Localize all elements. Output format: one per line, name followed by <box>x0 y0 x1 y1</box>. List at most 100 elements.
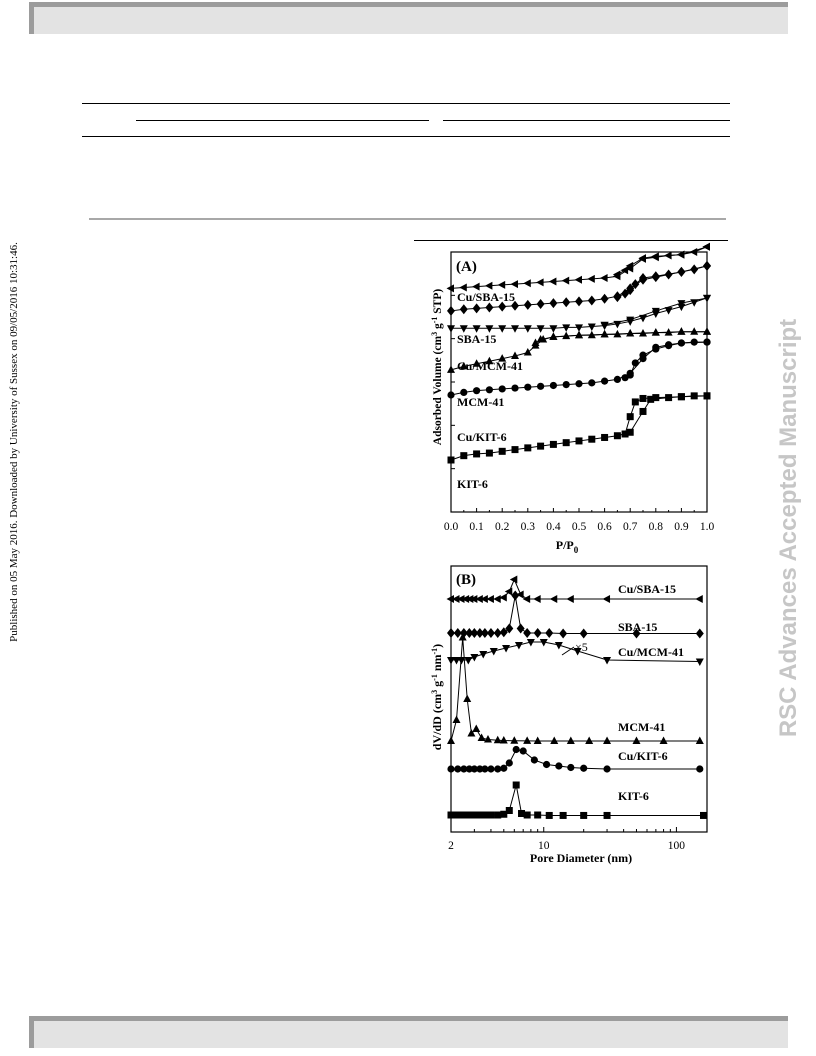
chart-a-x-tick-label: 0.7 <box>623 521 638 533</box>
chart-a-point-cu-mcm-41 <box>485 325 494 333</box>
chart-b-point-cu-sba-15 <box>549 595 558 603</box>
chart-b-point-cu-mcm-41 <box>464 657 473 665</box>
chart-b-annotation-leader <box>561 646 575 656</box>
chart-a-point-kit-6 <box>537 442 545 450</box>
chart-a-point-cu-sba-15 <box>510 280 518 289</box>
chart-a-x-tick-label: 0.3 <box>521 521 536 533</box>
chart-b-series-mcm-41 <box>447 633 704 744</box>
chart-b-series-cu-sba-15 <box>446 575 703 603</box>
chart-a-point-sba-15 <box>511 300 519 311</box>
chart-a-point-cu-kit-6 <box>621 374 629 382</box>
chart-b-point-cu-kit-6 <box>454 765 462 773</box>
chart-a-point-cu-sba-15 <box>676 250 685 259</box>
chart-b-point-mcm-41 <box>472 724 481 732</box>
chart-b-point-sba-15 <box>579 628 588 639</box>
chart-b-point-cu-kit-6 <box>500 764 508 772</box>
chart-a-point-kit-6 <box>631 398 639 406</box>
chart-b-point-mcm-41 <box>483 735 492 743</box>
chart-b-point-cu-kit-6 <box>447 765 455 773</box>
chart-a-series-cu-kit-6 <box>447 338 711 399</box>
chart-b-point-sba-15 <box>453 628 462 638</box>
chart-b-point-mcm-41 <box>632 736 641 744</box>
chart-a-point-kit-6 <box>652 394 660 402</box>
chart-b-panel-label: (B) <box>456 572 476 588</box>
chart-a-point-cu-sba-15 <box>523 279 531 288</box>
chart-b-point-cu-sba-15 <box>480 595 488 603</box>
chart-a-point-cu-mcm-41 <box>587 323 596 332</box>
chart-a-point-mcm-41 <box>498 354 507 362</box>
chart-a-point-cu-kit-6 <box>613 375 622 383</box>
chart-a-point-cu-mcm-41 <box>664 307 673 315</box>
chart-a-point-kit-6 <box>703 392 711 400</box>
chart-b-point-cu-kit-6 <box>505 759 513 767</box>
chart-a-point-kit-6 <box>511 446 519 454</box>
chart-a-point-cu-mcm-41 <box>459 325 468 333</box>
chart-b-point-sba-15 <box>465 628 474 638</box>
chart-a-x-tick-label: 0.0 <box>444 521 459 533</box>
chart-b-point-cu-mcm-41 <box>479 651 488 659</box>
chart-b-point-cu-kit-6 <box>470 765 478 773</box>
chart-a-point-sba-15 <box>639 273 647 283</box>
chart-b-point-cu-sba-15 <box>493 595 501 603</box>
chart-a-point-kit-6 <box>621 430 629 438</box>
chart-a-point-sba-15 <box>664 269 673 280</box>
chart-b-point-kit-6 <box>700 811 708 819</box>
chart-a-point-cu-mcm-41 <box>498 325 507 333</box>
chart-b-point-kit-6 <box>460 811 468 819</box>
chart-b-point-cu-sba-15 <box>486 595 494 603</box>
chart-a-point-cu-mcm-41 <box>472 325 481 333</box>
chart-a-series-label-sba-15: SBA-15 <box>457 332 496 346</box>
chart-a-point-sba-15 <box>575 296 583 307</box>
chart-a-point-mcm-41 <box>485 356 494 365</box>
chart-a-point-sba-15 <box>631 279 640 290</box>
chart-a-point-cu-kit-6 <box>524 383 532 391</box>
chart-a-point-kit-6 <box>473 450 481 458</box>
chart-b-ylabel: dV/dD (cm3 g-1 nm-1) <box>430 644 444 750</box>
chart-a-point-cu-mcm-41 <box>562 324 571 332</box>
chart-a-point-cu-kit-6 <box>562 381 570 389</box>
chart-a-series-mcm-41 <box>447 327 711 373</box>
chart-a-point-kit-6 <box>562 439 570 447</box>
chart-a-point-cu-kit-6 <box>652 345 660 353</box>
chart-a-point-mcm-41 <box>664 328 673 336</box>
chart-a-point-mcm-41 <box>523 348 532 356</box>
figure-top-rule <box>414 240 728 241</box>
chart-b-point-kit-6 <box>603 811 611 819</box>
chart-b-point-cu-kit-6 <box>519 747 527 755</box>
chart-a-point-cu-sba-15 <box>651 252 659 261</box>
chart-a-point-sba-15 <box>587 295 596 306</box>
chart-a-point-cu-sba-15 <box>638 254 646 263</box>
chart-a-point-sba-15 <box>536 299 545 309</box>
chart-b-point-cu-mcm-41 <box>695 658 704 666</box>
chart-a-point-cu-sba-15 <box>620 266 629 275</box>
chart-a-point-cu-kit-6 <box>460 388 468 396</box>
chart-a-point-sba-15 <box>677 266 686 277</box>
chart-b-point-kit-6 <box>454 811 462 819</box>
chart-a-point-cu-kit-6 <box>447 391 455 399</box>
chart-b-point-cu-sba-15 <box>602 595 611 603</box>
chart-a-point-cu-mcm-41 <box>523 325 532 333</box>
chart-b-point-cu-mcm-41 <box>539 639 548 647</box>
chart-b-point-kit-6 <box>505 807 513 814</box>
chart-b-point-cu-sba-15 <box>457 595 465 603</box>
chart-a-point-sba-15 <box>562 297 571 308</box>
chart-b-point-cu-kit-6 <box>567 763 575 772</box>
chart-b-point-mcm-41 <box>566 736 575 744</box>
chart-b-point-cu-sba-15 <box>446 595 454 603</box>
chart-a-point-mcm-41 <box>651 328 660 336</box>
chart-a-point-cu-sba-15 <box>536 278 544 287</box>
chart-a-point-cu-sba-15 <box>497 280 506 289</box>
chart-a-point-cu-sba-15 <box>587 274 595 283</box>
chart-a-series-cu-sba-15 <box>446 242 710 293</box>
table-subheader-rule-left <box>136 120 429 121</box>
chart-a-point-cu-mcm-41 <box>575 324 583 332</box>
chart-a-point-sba-15 <box>613 292 622 303</box>
chart-b-point-cu-sba-15 <box>461 595 470 603</box>
chart-a-series-label-cu-mcm-41: Cu/MCM-41 <box>457 359 523 373</box>
chart-a-point-cu-sba-15 <box>664 251 672 260</box>
chart-a-xlabel: P/P0 <box>556 538 579 555</box>
chart-b-point-cu-mcm-41 <box>447 657 455 665</box>
chart-a-series-label-cu-kit-6: Cu/KIT-6 <box>457 430 507 444</box>
chart-a-point-sba-15 <box>703 260 711 271</box>
